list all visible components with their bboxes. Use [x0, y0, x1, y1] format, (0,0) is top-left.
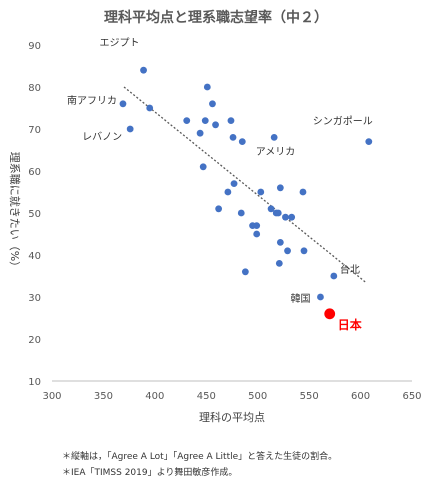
data-point — [203, 83, 211, 91]
data-point — [276, 184, 284, 192]
annotation-label: アメリカ — [256, 146, 296, 158]
x-tick-label: 500 — [248, 391, 267, 402]
x-tick-label: 650 — [402, 391, 421, 402]
y-tick-label: 30 — [28, 293, 41, 304]
data-point — [229, 134, 237, 141]
data-point — [201, 117, 209, 124]
data-point — [241, 268, 249, 276]
data-point — [317, 293, 324, 301]
footnote-2: ＊IEA「TIMSS 2019」より舞田敏彦作成。 — [62, 468, 238, 478]
data-point — [299, 188, 307, 196]
data-point — [257, 188, 265, 196]
y-tick-label: 60 — [28, 167, 41, 178]
data-point — [253, 222, 261, 230]
data-point — [215, 205, 223, 213]
data-point — [274, 209, 282, 217]
data-point — [282, 213, 289, 221]
data-point — [365, 138, 373, 146]
data-point-japan — [324, 308, 336, 320]
annotation-label: 韓国 — [290, 293, 310, 305]
annotation-label: レバノン — [82, 131, 122, 143]
annotation-label: 南アフリカ — [67, 94, 117, 107]
annotation-label: シンガポール — [313, 116, 373, 128]
data-points — [119, 66, 373, 320]
x-tick-label: 450 — [197, 391, 216, 402]
data-point — [199, 163, 207, 171]
data-point — [275, 260, 283, 267]
data-point — [270, 134, 278, 141]
data-point — [146, 104, 154, 112]
data-point — [119, 100, 127, 108]
x-tick-label: 550 — [300, 391, 319, 402]
data-point — [140, 66, 147, 74]
chart-title: 理科平均点と理系職志望率（中２） — [104, 9, 328, 26]
annotation-label: 日本 — [338, 317, 362, 332]
y-axis-ticks: 10 20 30 40 50 60 70 80 90 — [28, 41, 41, 388]
x-tick-label: 350 — [94, 391, 113, 402]
y-tick-label: 20 — [28, 335, 41, 346]
data-point — [227, 117, 235, 124]
y-tick-label: 50 — [28, 209, 41, 220]
data-point — [300, 247, 308, 255]
data-point — [288, 213, 296, 221]
data-point — [267, 205, 275, 213]
annotation-label: エジプト — [100, 37, 140, 49]
data-point — [330, 272, 338, 280]
data-point — [230, 180, 238, 188]
x-axis-ticks: 300 350 400 450 500 550 600 650 — [42, 391, 421, 402]
data-point — [253, 230, 261, 238]
data-point — [126, 125, 134, 133]
annotation-label: 台北 — [340, 263, 360, 276]
x-tick-label: 600 — [351, 391, 370, 402]
data-point — [238, 138, 246, 146]
y-tick-label: 70 — [28, 125, 41, 136]
x-tick-label: 400 — [145, 391, 164, 402]
data-point — [284, 247, 291, 255]
y-axis-label: 理系職に就きたい（%） — [8, 152, 22, 272]
data-point — [224, 188, 232, 196]
x-tick-label: 300 — [42, 391, 61, 402]
data-point — [212, 121, 219, 129]
y-tick-label: 90 — [28, 41, 41, 52]
y-tick-label: 80 — [28, 83, 41, 94]
x-axis-label: 理科の平均点 — [199, 410, 265, 424]
data-point — [237, 209, 245, 217]
y-tick-label: 10 — [28, 377, 41, 388]
data-point — [183, 117, 191, 124]
data-point — [276, 239, 284, 246]
footnote-1: ＊縦軸は，「Agree A Lot」「Agree A Little」と答えた生徒… — [62, 452, 338, 462]
y-tick-label: 40 — [28, 251, 41, 262]
data-point — [209, 100, 216, 108]
data-point — [196, 129, 204, 137]
